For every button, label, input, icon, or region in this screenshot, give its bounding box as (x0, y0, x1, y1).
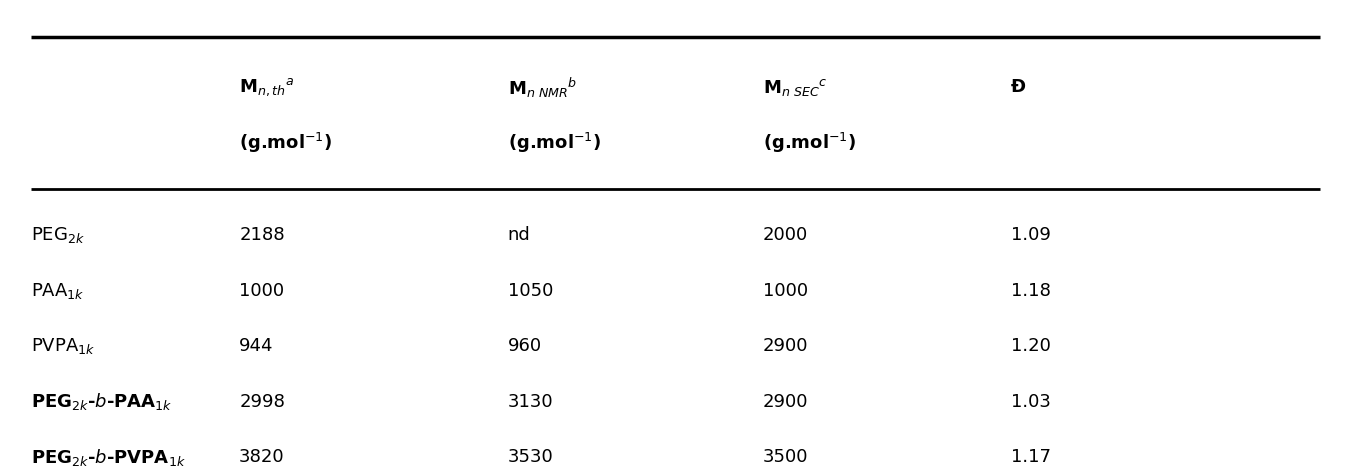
Text: 2900: 2900 (763, 337, 808, 356)
Text: M$_{n,th}$$^{a}$: M$_{n,th}$$^{a}$ (239, 77, 295, 98)
Text: 1.17: 1.17 (1011, 448, 1051, 466)
Text: 1.20: 1.20 (1011, 337, 1051, 356)
Text: 2188: 2188 (239, 227, 285, 245)
Text: PEG$_{2k}$: PEG$_{2k}$ (31, 226, 85, 246)
Text: 1050: 1050 (508, 282, 553, 300)
Text: M$_{n\ NMR}$$^{b}$: M$_{n\ NMR}$$^{b}$ (508, 75, 577, 100)
Text: PAA$_{1k}$: PAA$_{1k}$ (31, 281, 84, 301)
Text: (g.mol$^{-1}$): (g.mol$^{-1}$) (239, 131, 332, 155)
Text: 2000: 2000 (763, 227, 808, 245)
Text: 1.03: 1.03 (1011, 393, 1051, 411)
Text: 3130: 3130 (508, 393, 554, 411)
Text: 1000: 1000 (763, 282, 808, 300)
Text: nd: nd (508, 227, 531, 245)
Text: M$_{n\ SEC}$$^{c}$: M$_{n\ SEC}$$^{c}$ (763, 77, 827, 98)
Text: 944: 944 (239, 337, 274, 356)
Text: 1.09: 1.09 (1011, 227, 1051, 245)
Text: (g.mol$^{-1}$): (g.mol$^{-1}$) (763, 131, 857, 155)
Text: 1.18: 1.18 (1011, 282, 1051, 300)
Text: 960: 960 (508, 337, 542, 356)
Text: Đ: Đ (1011, 78, 1027, 96)
Text: 1000: 1000 (239, 282, 284, 300)
Text: 3500: 3500 (763, 448, 808, 466)
Text: 2998: 2998 (239, 393, 285, 411)
Text: PVPA$_{1k}$: PVPA$_{1k}$ (31, 337, 96, 356)
Text: PEG$_{2k}$-$b$-PAA$_{1k}$: PEG$_{2k}$-$b$-PAA$_{1k}$ (31, 392, 173, 412)
Text: 3530: 3530 (508, 448, 554, 466)
Text: (g.mol$^{-1}$): (g.mol$^{-1}$) (508, 131, 601, 155)
Text: 2900: 2900 (763, 393, 808, 411)
Text: 3820: 3820 (239, 448, 285, 466)
Text: PEG$_{2k}$-$b$-PVPA$_{1k}$: PEG$_{2k}$-$b$-PVPA$_{1k}$ (31, 447, 186, 468)
